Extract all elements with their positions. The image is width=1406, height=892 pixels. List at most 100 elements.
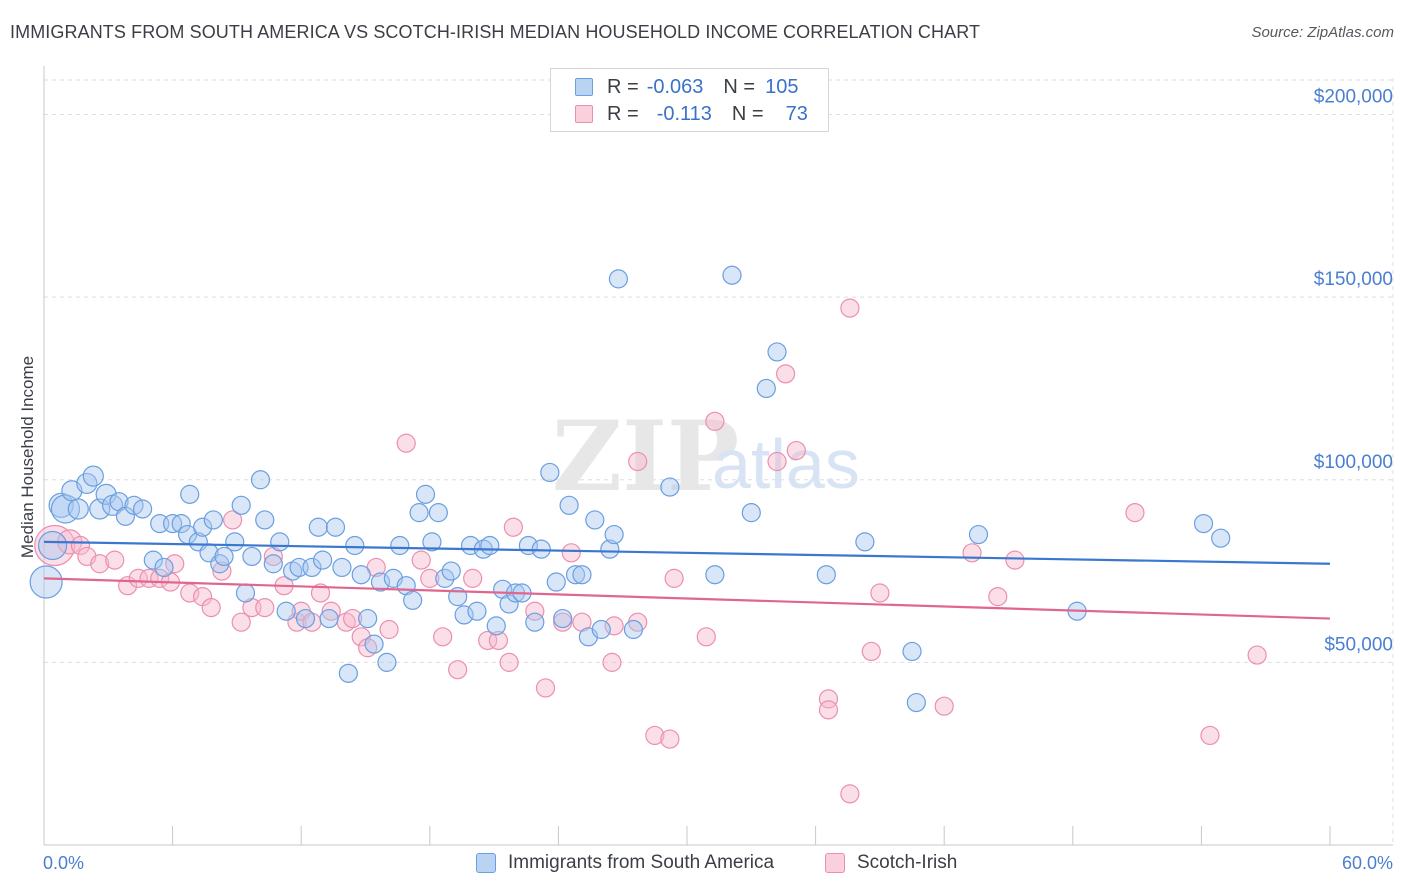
south-america-point — [351, 565, 371, 585]
south-america-point — [435, 568, 455, 588]
south-america-point — [454, 605, 474, 625]
south-america-point — [467, 601, 487, 621]
south-america-trend-line — [43, 540, 1331, 565]
legend-n-label: N = — [731, 102, 764, 125]
chart-source: Source: ZipAtlas.com — [1251, 24, 1394, 41]
scotch-irish-point — [660, 729, 680, 749]
south-america-point — [255, 510, 275, 530]
scotch-irish-point — [561, 543, 581, 563]
south-america-point — [319, 608, 339, 629]
south-america-point — [403, 590, 423, 610]
legend-n-value: 105 — [765, 75, 799, 98]
south-america-point — [741, 503, 761, 523]
legend-r-value: -0.063 — [646, 75, 704, 98]
legend-swatch-blue — [476, 853, 496, 873]
south-america-point — [756, 378, 776, 399]
south-america-point — [525, 612, 545, 632]
south-america-point — [193, 517, 213, 537]
south-america-point — [242, 546, 262, 567]
scotch-irish-point — [379, 619, 399, 640]
south-america-point — [705, 565, 725, 585]
scotch-irish-point — [1247, 645, 1267, 665]
south-america-point — [295, 608, 316, 629]
south-america-point — [225, 532, 245, 552]
stats-legend: R = -0.063 N = 105 R = -0.113 N = 73 — [550, 68, 829, 132]
legend-item-scotch-irish: Scotch-Irish — [825, 852, 957, 874]
south-america-point — [308, 517, 328, 537]
south-america-point — [132, 499, 153, 519]
south-america-point — [377, 652, 397, 672]
scotch-irish-point — [962, 543, 982, 563]
scotch-irish-point — [105, 550, 125, 570]
legend-n-label: N = — [723, 75, 756, 98]
scotch-irish-point — [396, 433, 416, 453]
south-america-point — [338, 663, 358, 683]
south-america-point — [180, 484, 200, 504]
scotch-irish-point — [525, 601, 545, 621]
scotch-irish-point — [420, 568, 440, 588]
scotch-irish-point — [90, 554, 110, 574]
scotch-irish-point — [448, 660, 468, 680]
scotch-irish-point — [488, 630, 508, 651]
south-america-point — [415, 484, 436, 504]
south-america-point — [540, 462, 560, 483]
scotch-irish-point — [463, 568, 483, 588]
scotch-irish-point — [767, 451, 787, 472]
south-america-point — [499, 594, 519, 614]
scotch-irish-point — [604, 616, 624, 636]
scotch-irish-point — [34, 524, 76, 567]
south-america-point — [50, 494, 81, 524]
scotch-irish-point — [128, 568, 148, 588]
scotch-irish-points — [34, 298, 1267, 804]
south-america-point — [332, 557, 352, 578]
y-tick-label: $100,000 — [1314, 452, 1393, 473]
trend-lines — [43, 540, 1331, 620]
south-america-point — [231, 495, 251, 515]
scotch-irish-point — [535, 678, 556, 698]
scotch-irish-point — [212, 561, 232, 581]
chart-title: IMMIGRANTS FROM SOUTH AMERICA VS SCOTCH-… — [10, 22, 981, 42]
south-america-point — [370, 572, 391, 592]
scotch-irish-point — [696, 627, 716, 647]
scotch-irish-point — [602, 652, 622, 672]
scotch-irish-point — [499, 652, 519, 672]
south-america-point — [486, 616, 506, 636]
scotch-irish-point — [358, 638, 378, 658]
scotch-irish-point — [786, 440, 806, 461]
south-america-point — [37, 530, 68, 561]
south-america-point — [95, 483, 117, 505]
south-america-point — [214, 546, 234, 567]
south-america-point — [559, 495, 579, 515]
scotch-irish-point — [201, 597, 221, 618]
south-america-point — [722, 265, 742, 285]
scotch-irish-point — [840, 784, 860, 804]
south-america-point — [235, 583, 256, 603]
south-america-point — [968, 524, 989, 545]
scotch-irish-point — [840, 298, 860, 318]
south-america-point — [1193, 513, 1214, 534]
south-america-point — [767, 342, 787, 362]
south-america-point — [409, 503, 429, 523]
y-tick-labels: $50,000 $100,000 $150,000 $200,000 — [1314, 87, 1393, 656]
scotch-irish-point — [934, 696, 954, 716]
south-america-point — [906, 692, 926, 713]
scotch-irish-point — [645, 725, 665, 746]
south-america-point — [364, 634, 384, 654]
scotch-irish-point — [628, 451, 648, 472]
south-america-point — [572, 565, 592, 585]
south-america-point — [390, 535, 410, 556]
south-america-point — [623, 619, 644, 640]
scotch-irish-point — [861, 641, 881, 662]
south-america-point — [263, 554, 283, 574]
scotch-irish-point — [433, 627, 453, 647]
south-america-point — [302, 557, 322, 578]
legend-label-south-america: Immigrants from South America — [508, 852, 775, 873]
series-legend: Immigrants from South America Scotch-Iri… — [0, 852, 1406, 878]
legend-item-south-america: Immigrants from South America — [476, 852, 774, 874]
south-america-point — [422, 532, 442, 552]
south-america-point — [660, 477, 680, 497]
scotch-irish-point — [775, 364, 796, 384]
south-america-point — [203, 510, 223, 530]
legend-row-scotch-irish: R = -0.113 N = 73 — [575, 102, 808, 126]
scotch-irish-point — [1200, 725, 1220, 746]
